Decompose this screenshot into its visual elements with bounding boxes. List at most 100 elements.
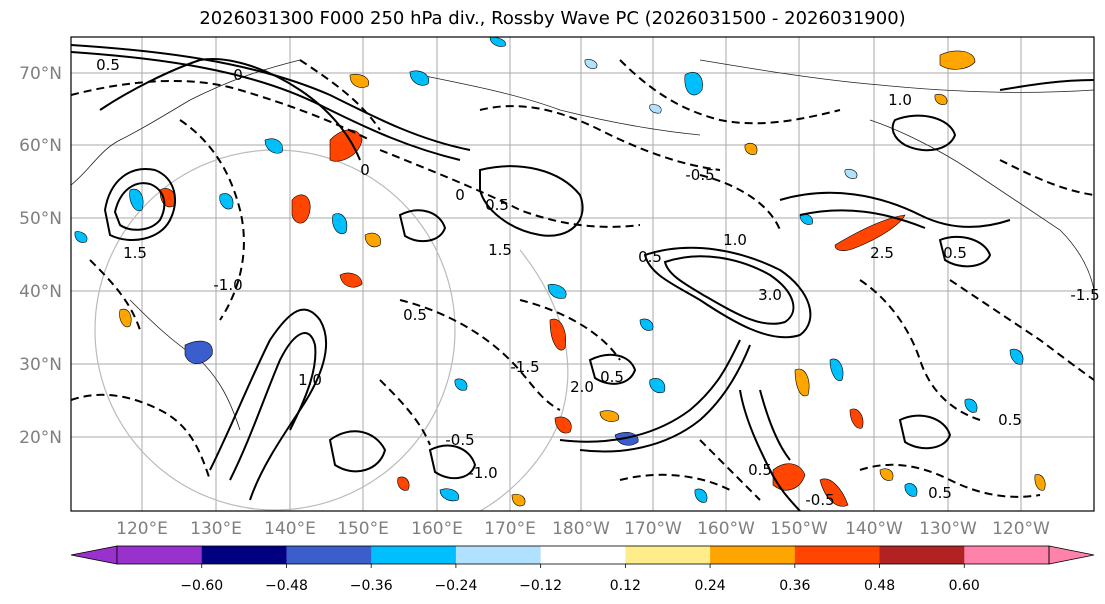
- patch-cold: [584, 59, 598, 69]
- patch-warm: [1034, 474, 1046, 491]
- colorbar-segment: [625, 546, 711, 564]
- graticule: [71, 37, 1094, 511]
- patch-warm: [849, 408, 864, 429]
- solid-contours: [71, 44, 1094, 511]
- lon-label: 140°E: [264, 519, 316, 539]
- patch-cold: [649, 104, 662, 114]
- contour-label: 0: [455, 186, 465, 204]
- patch-warm: [772, 463, 806, 491]
- contour-label: 0.5: [943, 244, 967, 262]
- contour-label: 0.5: [638, 248, 662, 266]
- patch-cold: [904, 483, 918, 497]
- contour-label: -1.5: [510, 358, 539, 376]
- lon-label: 130°W: [919, 519, 977, 539]
- contour-label: 0.5: [998, 411, 1022, 429]
- lon-label: 120°E: [116, 519, 168, 539]
- patch-cold: [1009, 348, 1024, 365]
- colorbar-segment: [286, 546, 372, 564]
- colorbar-tick-label: −0.48: [265, 578, 308, 594]
- lat-label: 70°N: [19, 64, 62, 84]
- colorbar-tick-label: −0.60: [180, 578, 223, 594]
- colorbar-segment: [371, 546, 457, 564]
- contour-label: 1.5: [123, 244, 147, 262]
- contour-label: 0.5: [600, 368, 624, 386]
- patch-cold: [332, 213, 348, 235]
- colorbar-segment: [879, 546, 965, 564]
- colorbar-tick-label: 0.36: [779, 578, 810, 594]
- contour-label: -0.5: [445, 431, 474, 449]
- contour-label: 2.5: [870, 244, 894, 262]
- contour-label: 0.5: [96, 56, 120, 74]
- patch-warm: [364, 232, 381, 248]
- lat-label: 60°N: [19, 136, 62, 156]
- lat-label: 20°N: [19, 428, 62, 448]
- colorbar-tick-label: −0.36: [350, 578, 393, 594]
- colorbar: [70, 545, 1095, 565]
- colorbar-tick-label: 0.24: [695, 578, 726, 594]
- lon-label: 130°E: [190, 519, 242, 539]
- patch-warm: [554, 416, 572, 434]
- contour-label: -0.5: [805, 491, 834, 509]
- colorbar-segment: [455, 546, 542, 564]
- patch-warm: [349, 73, 370, 88]
- patch-cold: [219, 193, 234, 210]
- patch-cold: [684, 71, 703, 96]
- divergence-shading: [74, 37, 1046, 507]
- contour-label: 0.5: [928, 484, 952, 502]
- patch-warm: [834, 214, 906, 251]
- patch-warm: [397, 476, 410, 491]
- colorbar-tick-label: −0.12: [519, 578, 562, 594]
- patch-cold: [264, 138, 283, 154]
- patch-cold: [409, 70, 430, 86]
- contour-label: -1.0: [213, 276, 242, 294]
- lat-label: 40°N: [19, 282, 62, 302]
- patch-warm: [939, 50, 976, 70]
- colorbar-outline: [116, 545, 1050, 565]
- patch-warm: [879, 468, 894, 481]
- lon-label: 150°W: [770, 519, 828, 539]
- lon-label: 160°E: [411, 519, 463, 539]
- patch-cold: [184, 340, 213, 364]
- contour-label: 0: [233, 66, 243, 84]
- dashed-contours: [71, 59, 1094, 501]
- chart-title: 2026031300 F000 250 hPa div., Rossby Wav…: [199, 8, 906, 29]
- contour-label: 1.0: [723, 231, 747, 249]
- contour-label: 0.5: [485, 196, 509, 214]
- patch-cold: [639, 318, 654, 331]
- colorbar-extend-low: [70, 545, 118, 565]
- contour-label: -0.5: [685, 166, 714, 184]
- patch-cold: [74, 231, 88, 243]
- longitude-labels: 120°E 130°E 140°E 150°E 160°E 170°E 180°W 170°W…: [116, 519, 1050, 539]
- colorbar-segment: [117, 546, 203, 564]
- colorbar-segment: [964, 546, 1050, 564]
- contour-label: -1.5: [1070, 286, 1099, 304]
- contour-label: 3.0: [758, 286, 782, 304]
- patch-warm: [819, 478, 849, 507]
- contour-labels: 0.5 0 0.5 1.0 -0.5 0.5 0 1.5 -1.0 0.5 1.5 2.0 -1.5 0.…: [96, 56, 1100, 509]
- contour-label: 1.0: [298, 371, 322, 389]
- colorbar-segment: [710, 546, 796, 564]
- patch-warm: [339, 272, 363, 288]
- patch-cold: [964, 398, 978, 413]
- contour-label: 2.0: [570, 378, 594, 396]
- lon-label: 150°E: [337, 519, 389, 539]
- contour-label: 0: [360, 161, 370, 179]
- colorbar-segment: [201, 546, 287, 564]
- lon-label: 160°W: [697, 519, 755, 539]
- patch-cold: [547, 284, 567, 299]
- patch-cold: [844, 168, 858, 179]
- colorbar-tick-label: 0.48: [864, 578, 895, 594]
- colorbar-ticks: −0.60 −0.48 −0.36 −0.24 −0.12 0.12 0.24 0.36 0.4…: [180, 564, 980, 594]
- patch-warm: [599, 410, 620, 422]
- lon-label: 170°E: [484, 519, 536, 539]
- contour-label: -1.0: [468, 464, 497, 482]
- patch-cold: [694, 488, 708, 503]
- lon-label: 170°W: [624, 519, 682, 539]
- lon-label: 180°W: [552, 519, 610, 539]
- patch-cold: [649, 378, 666, 393]
- colorbar-tick-label: 0.60: [949, 578, 980, 594]
- lat-label: 30°N: [19, 355, 62, 375]
- colorbar-extend-high: [1048, 545, 1095, 565]
- contour-label: 1.0: [888, 91, 912, 109]
